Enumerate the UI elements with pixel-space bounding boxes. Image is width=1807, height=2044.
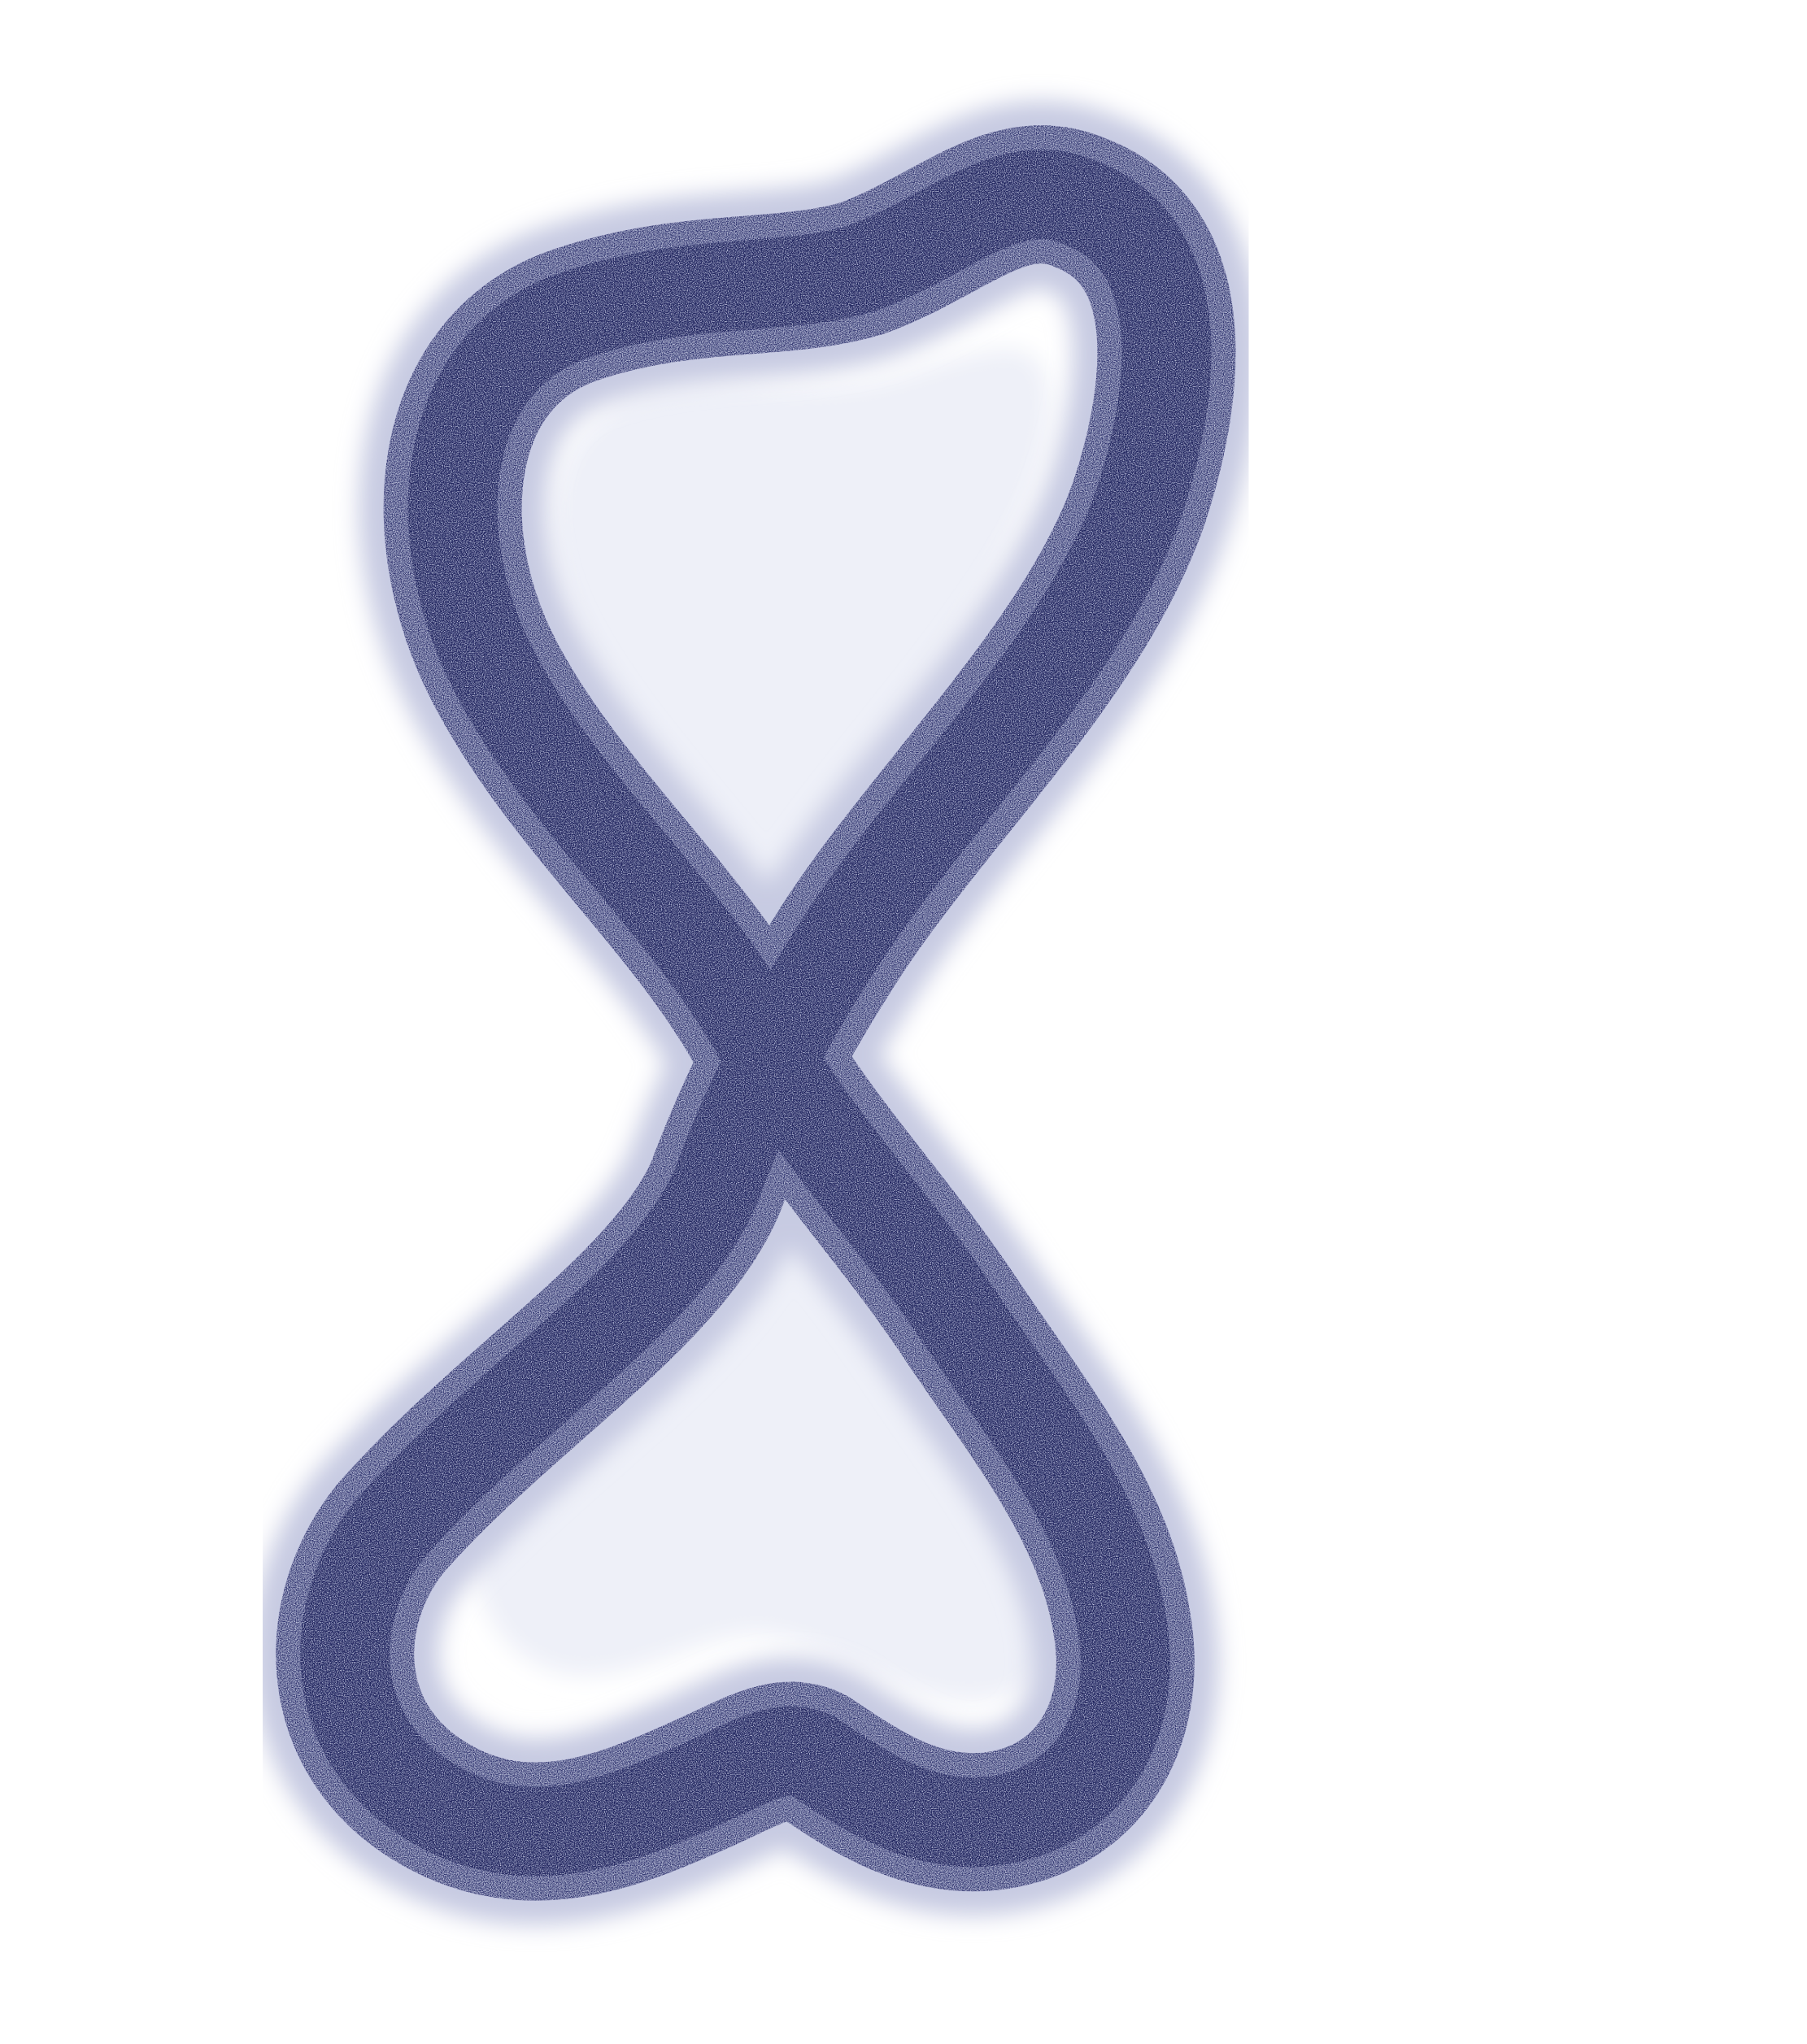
outline-core (300, 150, 1212, 1877)
inner-fill (474, 348, 1067, 1702)
upper-lobe-fill (553, 348, 1050, 894)
lower-lobe-fill (474, 1155, 1067, 1702)
